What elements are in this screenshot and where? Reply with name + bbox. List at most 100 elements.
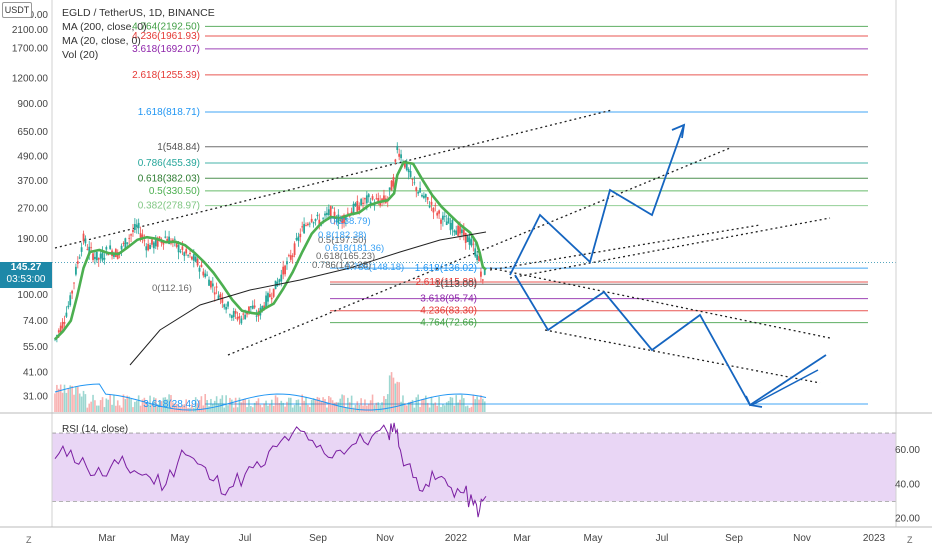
volume-bar	[204, 394, 207, 412]
volume-bar	[88, 403, 91, 412]
volume-bar	[130, 399, 132, 412]
candle-body	[232, 311, 235, 318]
volume-bar	[101, 397, 104, 412]
candle-body	[377, 198, 380, 203]
candle-body	[71, 290, 74, 294]
candle-body	[133, 223, 136, 231]
candle-body	[306, 223, 309, 226]
volume-bar	[96, 405, 98, 412]
volume-bar	[436, 405, 438, 412]
volume-bar	[111, 404, 113, 412]
volume-bar	[278, 403, 281, 412]
candle-body	[282, 266, 285, 275]
volume-bar	[253, 402, 256, 412]
volume-bar	[105, 398, 108, 412]
candle-body	[107, 253, 110, 256]
candle-body	[183, 252, 186, 257]
volume-bar	[145, 403, 148, 412]
y-tick-label: 1200.00	[12, 74, 49, 85]
trendline	[489, 224, 761, 271]
volume-bar	[58, 388, 60, 412]
volume-bar	[457, 402, 459, 412]
volume-bar	[185, 399, 188, 412]
candle-body	[312, 222, 315, 224]
candle-body	[303, 224, 305, 234]
volume-bar	[223, 407, 226, 412]
fib-label: 1.618(136.02)	[415, 263, 477, 274]
y-tick-label: 41.00	[23, 367, 48, 378]
volume-bar	[466, 405, 469, 412]
x-tick-label: Nov	[376, 533, 394, 544]
volume-bar	[124, 399, 127, 412]
volume-bar	[282, 402, 284, 412]
candle-body	[84, 238, 87, 244]
y-tick-label: 270.00	[17, 203, 48, 214]
volume-bar	[143, 397, 146, 412]
volume-bar	[128, 396, 130, 412]
fib-label-overlap: 0.618(181.36)	[325, 243, 384, 254]
volume-bar	[461, 394, 463, 412]
volume-bar	[217, 403, 220, 412]
candle-body	[166, 238, 169, 242]
currency-button[interactable]: USDT	[2, 2, 32, 18]
volume-bar	[434, 402, 437, 412]
candle-body	[367, 194, 370, 198]
volume-bar	[301, 394, 303, 412]
candle-body	[339, 220, 342, 221]
y-tick-label: 650.00	[17, 127, 48, 138]
candle-body	[461, 229, 463, 234]
candle-countdown: 03:53:00	[6, 274, 46, 285]
volume-bar	[328, 395, 330, 412]
candle-body	[213, 292, 216, 295]
y-tick-label: 2100.00	[12, 25, 49, 36]
volume-bar	[139, 405, 142, 412]
candle-body	[301, 226, 304, 228]
fib-label-overlap: 0(238.79)	[330, 216, 371, 227]
x-tick-label: 2023	[863, 533, 886, 544]
candle-body	[56, 335, 58, 336]
candle-body	[371, 196, 374, 200]
fib-label: 1.618(818.71)	[138, 107, 200, 118]
volume-bar	[396, 381, 399, 412]
timezone-left-icon[interactable]: Z	[26, 535, 32, 545]
x-tick-label: Jul	[656, 533, 669, 544]
candle-body	[464, 232, 467, 243]
candle-body	[261, 305, 264, 310]
volume-bar	[464, 406, 467, 412]
candle-body	[143, 240, 146, 242]
candle-body	[327, 209, 330, 216]
volume-bar	[343, 395, 345, 412]
volume-bar	[476, 396, 478, 412]
candle-body	[333, 211, 336, 218]
candle-body	[474, 248, 477, 257]
candle-body	[151, 239, 153, 245]
timezone-right-icon[interactable]: Z	[907, 535, 913, 545]
candle-body	[191, 256, 193, 260]
candle-body	[113, 253, 115, 257]
volume-bar	[126, 395, 129, 412]
volume-bar	[77, 386, 79, 412]
bullish-projection-path	[509, 124, 685, 276]
candle-body	[263, 305, 266, 310]
fib-label: 4.764(2192.50)	[132, 21, 200, 32]
candle-body	[57, 330, 60, 333]
volume-bar	[341, 394, 343, 412]
volume-bar	[305, 396, 307, 412]
volume-bar	[78, 393, 81, 412]
candle-body	[65, 312, 68, 317]
volume-bar	[172, 402, 174, 412]
volume-bar	[232, 407, 235, 412]
candle-body	[356, 200, 359, 212]
volume-bar	[348, 402, 351, 412]
fib-label: 2.618(115.88)	[415, 277, 477, 288]
volume-bar	[375, 402, 378, 412]
volume-bar	[276, 397, 279, 412]
candle-body	[265, 295, 267, 308]
candle-body	[278, 279, 281, 283]
volume-bar	[369, 400, 372, 412]
volume-bar	[213, 400, 216, 412]
volume-bar	[326, 407, 328, 412]
volume-bar	[409, 401, 412, 412]
volume-bar	[73, 394, 75, 412]
